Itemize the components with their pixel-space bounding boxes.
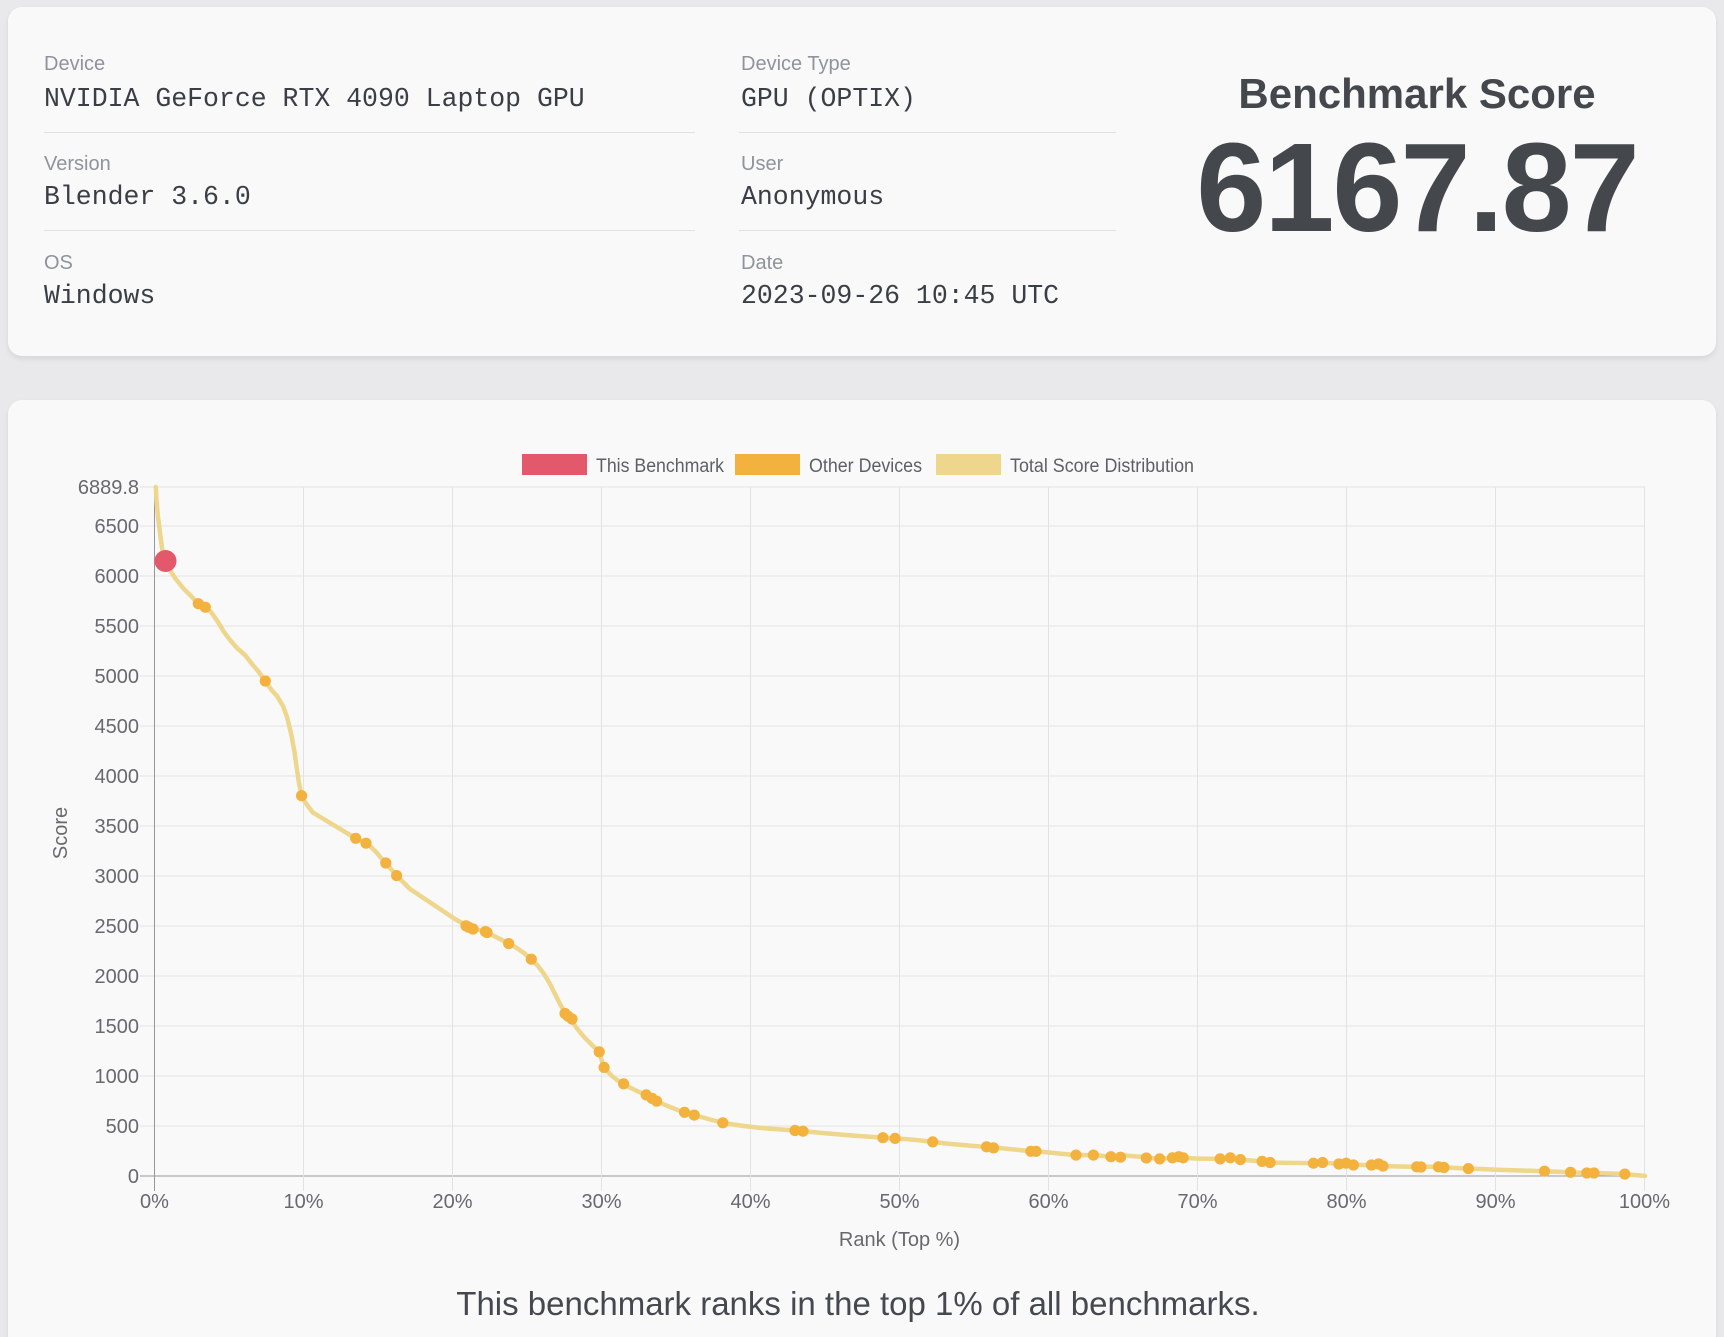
svg-text:5000: 5000 [95, 666, 140, 688]
svg-text:60%: 60% [1028, 1191, 1068, 1213]
svg-text:Total Score Distribution: Total Score Distribution [1010, 456, 1194, 477]
svg-text:2500: 2500 [95, 916, 140, 938]
svg-text:3000: 3000 [95, 866, 140, 888]
svg-text:50%: 50% [879, 1191, 919, 1213]
svg-text:This Benchmark: This Benchmark [596, 456, 724, 477]
svg-text:1500: 1500 [95, 1016, 140, 1038]
svg-text:0%: 0% [140, 1191, 169, 1213]
svg-text:80%: 80% [1326, 1191, 1366, 1213]
svg-text:5500: 5500 [95, 616, 140, 638]
svg-text:Other Devices: Other Devices [809, 456, 922, 477]
svg-text:10%: 10% [283, 1191, 323, 1213]
svg-text:100%: 100% [1619, 1191, 1670, 1213]
svg-text:3500: 3500 [95, 816, 140, 838]
svg-text:4000: 4000 [95, 766, 140, 788]
svg-text:1000: 1000 [95, 1066, 140, 1088]
svg-text:500: 500 [106, 1116, 139, 1138]
svg-text:6889.8: 6889.8 [78, 477, 139, 499]
svg-text:70%: 70% [1177, 1191, 1217, 1213]
svg-text:6500: 6500 [95, 516, 140, 538]
svg-text:0: 0 [128, 1166, 139, 1188]
svg-text:20%: 20% [432, 1191, 472, 1213]
svg-text:2000: 2000 [95, 966, 140, 988]
svg-text:Score: Score [50, 807, 72, 859]
svg-text:Rank (Top %): Rank (Top %) [839, 1229, 960, 1251]
svg-text:90%: 90% [1475, 1191, 1515, 1213]
svg-text:6000: 6000 [95, 566, 140, 588]
svg-text:4500: 4500 [95, 716, 140, 738]
svg-text:30%: 30% [581, 1191, 621, 1213]
svg-text:40%: 40% [730, 1191, 770, 1213]
